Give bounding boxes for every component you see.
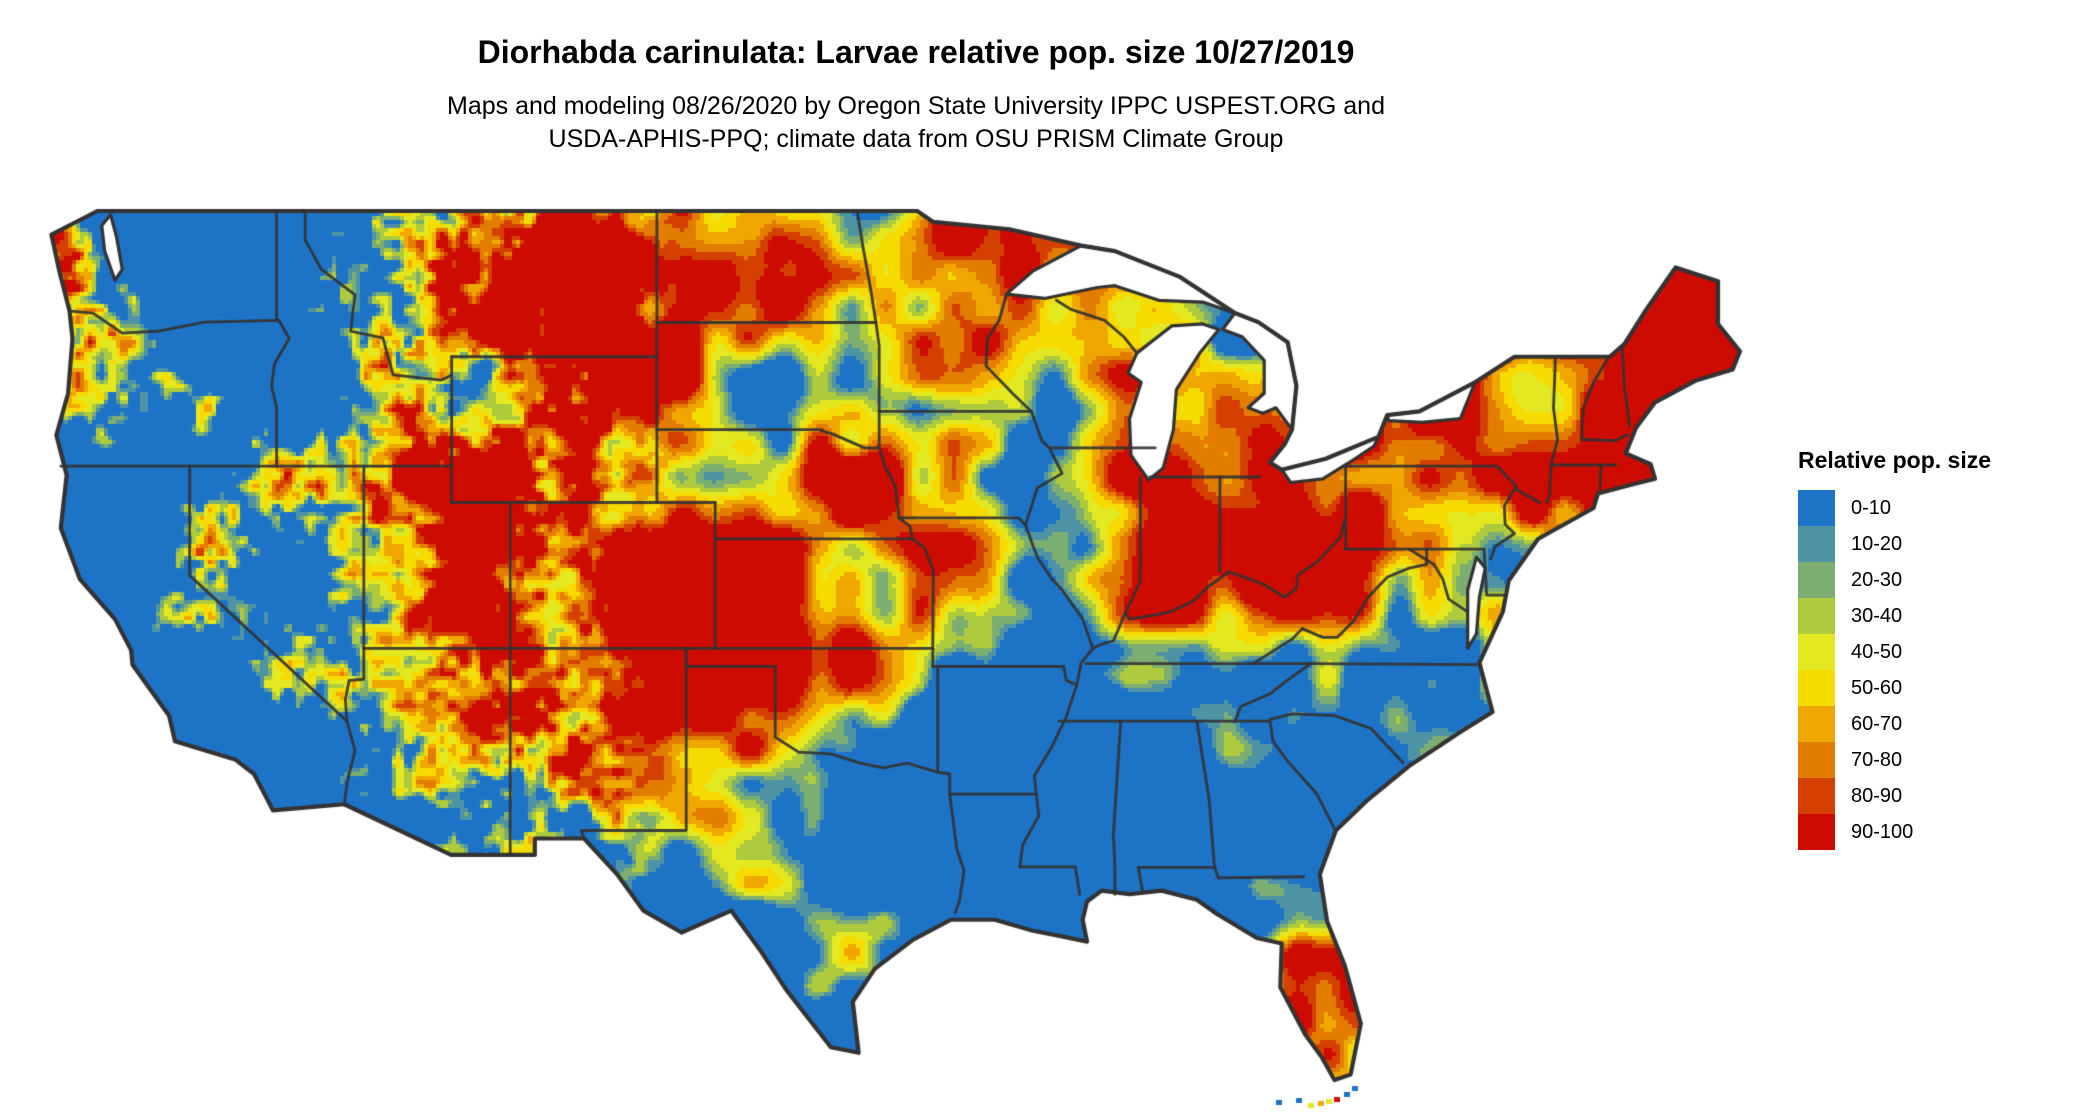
- legend-row: 70-80: [1798, 742, 1991, 778]
- legend-swatch: [1798, 814, 1835, 850]
- legend-row: 60-70: [1798, 706, 1991, 742]
- legend-row: 80-90: [1798, 778, 1991, 814]
- legend-swatch: [1798, 778, 1835, 814]
- legend-swatch: [1798, 670, 1835, 706]
- legend-rows: 0-10 10-20 20-30 30-40 40-50 50-60 60-70 70-80 8…: [1798, 490, 1991, 850]
- legend-swatch: [1798, 742, 1835, 778]
- legend-swatch: [1798, 634, 1835, 670]
- legend-row: 30-40: [1798, 598, 1991, 634]
- legend-label: 90-100: [1851, 820, 1914, 843]
- legend-row: 10-20: [1798, 526, 1991, 562]
- legend: Relative pop. size 0-10 10-20 20-30 30-40 40…: [1798, 447, 1991, 850]
- legend-label: 10-20: [1851, 532, 1903, 555]
- legend-row: 50-60: [1798, 670, 1991, 706]
- legend-swatch: [1798, 706, 1835, 742]
- legend-label: 60-70: [1851, 712, 1903, 735]
- legend-label: 50-60: [1851, 676, 1903, 699]
- legend-label: 0-10: [1851, 496, 1892, 519]
- legend-row: 0-10: [1798, 490, 1991, 526]
- legend-row: 20-30: [1798, 562, 1991, 598]
- legend-swatch: [1798, 562, 1835, 598]
- legend-label: 70-80: [1851, 748, 1903, 771]
- legend-title: Relative pop. size: [1798, 447, 1992, 473]
- legend-row: 90-100: [1798, 814, 1991, 850]
- legend-label: 20-30: [1851, 568, 1903, 591]
- legend-label: 80-90: [1851, 784, 1903, 807]
- legend-label: 30-40: [1851, 604, 1903, 627]
- legend-swatch: [1798, 526, 1835, 562]
- legend-swatch: [1798, 490, 1835, 526]
- legend-row: 40-50: [1798, 634, 1991, 670]
- legend-label: 40-50: [1851, 640, 1903, 663]
- legend-swatch: [1798, 598, 1835, 634]
